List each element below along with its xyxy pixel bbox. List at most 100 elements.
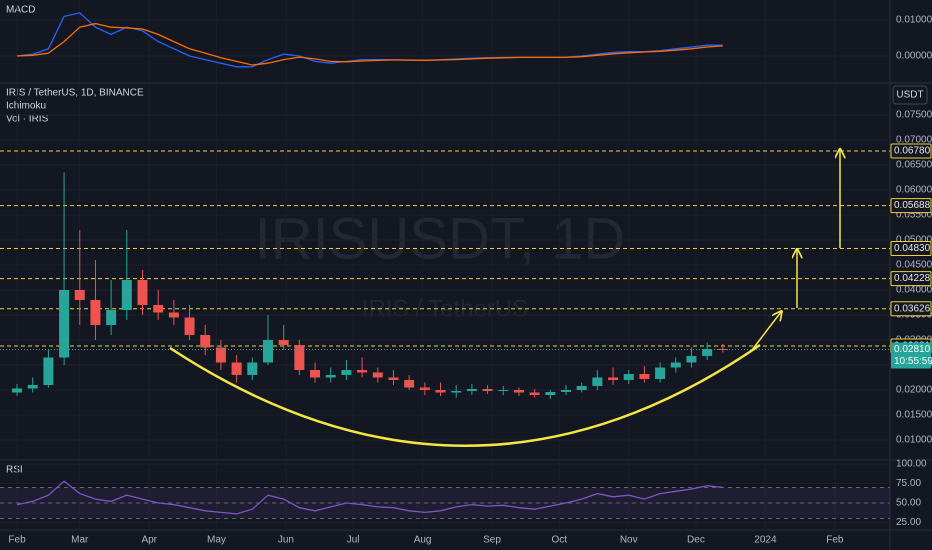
candle-body [325, 375, 336, 378]
candle-body [27, 385, 38, 389]
candle-body [90, 300, 101, 325]
y-tick-label: 0.02000 [896, 385, 932, 396]
candle-body [592, 377, 603, 386]
candle-body [388, 377, 399, 380]
candle-body [247, 362, 258, 375]
candle-body [717, 349, 728, 350]
rsi-band [0, 487, 890, 519]
countdown: 10:55:59 [894, 356, 932, 367]
level-label: 0.04830 [894, 243, 931, 254]
level-label: 0.05688 [894, 200, 931, 211]
candle-body [121, 280, 132, 310]
candle-body [12, 388, 23, 393]
candle-body [404, 380, 415, 388]
candle-body [451, 391, 462, 393]
candle-body [168, 312, 179, 318]
candle-body [529, 392, 540, 395]
candle-body [231, 362, 242, 375]
arrow [751, 312, 781, 351]
level-label-box [890, 301, 932, 317]
level-label: 0.04228 [894, 273, 931, 284]
x-tick-label: Jul [347, 535, 360, 546]
x-tick-label: May [207, 535, 226, 546]
candle-body [357, 370, 368, 373]
y-tick-label: 0.05500 [896, 210, 932, 221]
candle-body [623, 374, 634, 380]
y-tick-label: 0.07000 [896, 135, 932, 146]
y-tick-label: 0.07500 [896, 110, 932, 121]
candle-body [670, 362, 681, 368]
level-label-box [890, 271, 932, 287]
candle-body [372, 372, 383, 378]
candle-body [215, 347, 226, 363]
candle-body [137, 280, 148, 305]
candle-body [435, 390, 446, 393]
candle-body [498, 390, 509, 391]
y-tick-label: 50.00 [896, 498, 921, 509]
x-tick-label: Mar [71, 535, 89, 546]
x-tick-label: Feb [826, 535, 844, 546]
candle-body [639, 374, 650, 379]
candle-body [482, 389, 493, 391]
x-tick-label: Dec [687, 535, 705, 546]
candle-body [686, 356, 697, 363]
y-tick-label: 0.06000 [896, 185, 932, 196]
level-label: 0.03626 [894, 303, 931, 314]
y-tick-label: 0.06500 [896, 160, 932, 171]
cup-arc [169, 343, 761, 447]
candle-body [74, 290, 85, 300]
currency[interactable]: USDT [896, 90, 923, 101]
y-tick-label: 75.00 [896, 478, 921, 489]
pane-title: RSI [6, 465, 23, 476]
x-tick-label: Oct [551, 535, 567, 546]
currency-button[interactable] [892, 85, 928, 105]
candle-body [341, 370, 352, 375]
candle-body [106, 310, 117, 325]
candle-body [184, 317, 195, 335]
candle-body [278, 340, 289, 345]
level-label-box [890, 143, 932, 159]
y-tick-label: 0.01500 [896, 410, 932, 421]
y-tick-label: 0.00000 [896, 51, 932, 62]
x-tick-label: Feb [8, 535, 26, 546]
y-tick-label: 0.01000 [896, 15, 932, 26]
indicator: Ichimoku [6, 101, 46, 112]
candle-body [153, 305, 164, 313]
candle-body [200, 335, 211, 348]
last-price: 0.02810 [894, 344, 931, 355]
x-tick-label: Jun [278, 535, 294, 546]
line-series [16, 22, 723, 66]
y-tick-label: 25.00 [896, 517, 921, 528]
candle-body [310, 370, 321, 378]
level-label-box [890, 241, 932, 256]
x-tick-label: Sep [483, 535, 501, 546]
candle-body [466, 389, 477, 391]
candle-body [608, 377, 619, 380]
y-tick-label: 0.05000 [896, 235, 932, 246]
candle-body [419, 387, 430, 390]
candle-body [294, 345, 305, 370]
candle-body [576, 386, 587, 390]
x-tick-label: Nov [620, 535, 638, 546]
pane-title: IRIS / TetherUS, 1D, BINANCE [6, 88, 144, 99]
line-series [16, 480, 723, 515]
x-tick-label: Aug [414, 535, 432, 546]
y-tick-label: 0.01000 [896, 435, 932, 446]
x-tick-label: 2024 [754, 535, 777, 546]
y-tick-label: 0.04000 [896, 285, 932, 296]
y-tick-label: 0.04500 [896, 260, 932, 271]
candle-body [513, 390, 524, 393]
candle-body [702, 349, 713, 356]
candle-body [43, 357, 54, 385]
last-price-box [891, 342, 931, 369]
watermark: IRISUSDT, 1D [255, 206, 626, 271]
candle-body [545, 392, 556, 395]
level-label: 0.06780 [894, 146, 931, 157]
pane-title: MACD [6, 5, 35, 16]
indicator: Vol · IRIS [6, 114, 49, 125]
level-label-box [890, 198, 932, 214]
x-tick-label: Apr [141, 535, 157, 546]
y-tick-label: 100.00 [896, 459, 927, 470]
